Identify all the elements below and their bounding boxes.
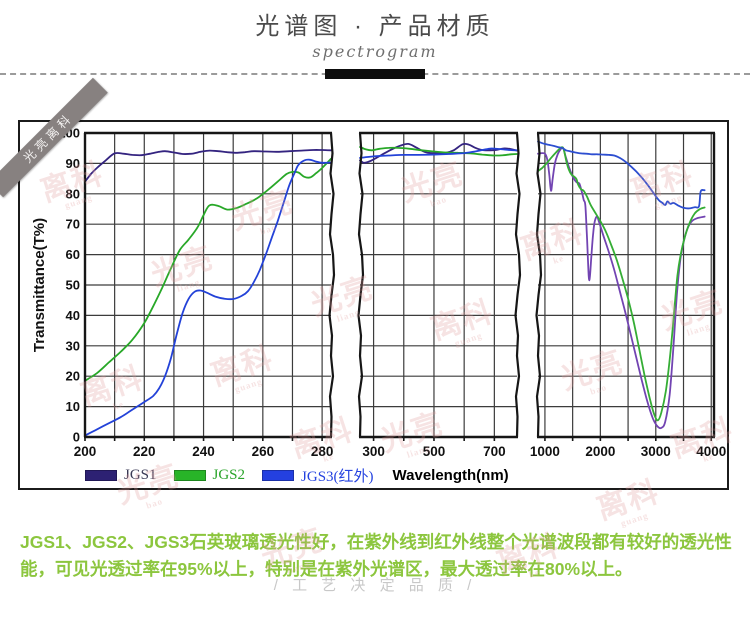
spectral-chart: 200 220 240 260 280 300 500 700 1000 2000 3000 4000… (18, 120, 729, 490)
chart-legend: JGS1 JGS2 JGS3(红外) Wavelength(nm) (85, 465, 509, 486)
series-JGS1 (537, 146, 706, 430)
x-tick-label: 3000 (641, 444, 671, 459)
page-subtitle: spectrogram (312, 42, 438, 61)
y-tick-label: 50 (66, 278, 80, 293)
x-tick-label: 280 (311, 444, 334, 459)
page-title: 光谱图 · 产品材质 (255, 13, 495, 40)
header-divider (0, 69, 750, 79)
legend-swatch (262, 469, 295, 481)
y-tick-label: 10 (66, 399, 80, 414)
x-tick-label: 220 (133, 444, 156, 459)
series-JGS1 (359, 142, 518, 164)
series-JGS1 (84, 149, 332, 183)
legend-item: JGS3(红外) (262, 465, 374, 486)
series-JGS2 (537, 146, 706, 422)
legend-swatch (85, 469, 117, 481)
y-tick-label: 30 (66, 338, 80, 353)
product-description: JGS1、JGS2、JGS3石英玻璃透光性好，在紫外线到红外线整个光谱波段都有较… (20, 531, 732, 579)
series-JGS2 (84, 157, 332, 382)
legend-label: JGS2 (212, 466, 246, 483)
x-tick-label: 1000 (530, 444, 560, 459)
x-tick-label: 700 (483, 444, 506, 459)
legend-item: JGS2 (173, 466, 246, 484)
x-tick-label: 200 (74, 444, 97, 459)
y-tick-label: 60 (66, 247, 80, 262)
legend-swatch (173, 469, 206, 481)
footer-slogan: / 工 艺 决 定 品 质 / (273, 577, 477, 594)
series-JGS3(红外) (84, 158, 332, 437)
x-axis-label: Wavelength(nm) (392, 466, 509, 484)
y-tick-label: 20 (66, 369, 80, 384)
legend-label: JGS3(红外) (301, 468, 374, 485)
y-tick-label: 40 (66, 308, 80, 323)
x-tick-label: 4000 (696, 444, 726, 459)
y-tick-label: 80 (66, 186, 80, 201)
y-tick-label: 90 (66, 156, 80, 171)
spectral-chart-svg: 200 220 240 260 280 300 500 700 1000 2000 3000 4000… (18, 120, 729, 490)
series-JGS3(红外) (537, 140, 706, 210)
y-tick-label: 0 (73, 430, 80, 445)
x-tick-label: 2000 (585, 444, 615, 459)
series-JGS2 (359, 146, 518, 157)
x-tick-label: 500 (423, 444, 446, 459)
x-tick-label: 300 (362, 444, 385, 459)
y-tick-label: 70 (66, 217, 80, 232)
y-axis-label: Transmittance(T%) (31, 218, 48, 352)
divider-center-bar (325, 69, 425, 79)
legend-item: JGS1 (85, 467, 157, 484)
x-tick-label: 240 (192, 444, 215, 459)
series-JGS3(红外) (359, 147, 518, 159)
x-tick-label: 260 (252, 444, 275, 459)
legend-label: JGS1 (124, 466, 157, 483)
